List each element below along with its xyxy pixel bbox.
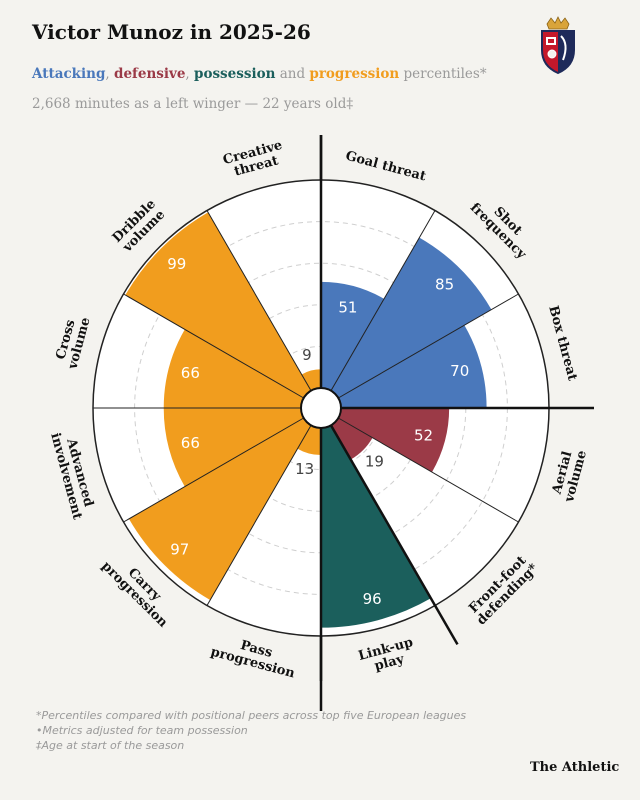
- subtitle-tail: percentiles*: [399, 66, 487, 82]
- bar-carry-progression: [128, 418, 311, 601]
- value-label: 52: [414, 426, 433, 444]
- footnote: *Percentiles compared with positional pe…: [36, 709, 467, 722]
- value-label: 66: [181, 364, 200, 382]
- legend-possession: possession: [194, 66, 276, 82]
- value-label: 19: [365, 452, 384, 470]
- brand-logo: The Athletic: [530, 760, 620, 775]
- bar-link-up-play: [321, 425, 431, 628]
- subtitle-separator: ,: [105, 66, 115, 82]
- value-label: 96: [363, 590, 382, 608]
- bar-cross-volume: [163, 329, 304, 408]
- footnotes: *Percentiles compared with positional pe…: [36, 708, 466, 753]
- value-label: 70: [450, 362, 469, 380]
- legend-defensive: defensive: [114, 66, 186, 82]
- segment-divider: [123, 417, 304, 523]
- subtitle-separator: ,: [185, 66, 195, 82]
- bar-pass-progression: [297, 425, 321, 456]
- bar-goal-threat: [321, 281, 385, 391]
- chart-title: Victor Munoz in 2025-26: [32, 20, 311, 44]
- footnote: •Metrics adjusted for team possession: [36, 724, 248, 737]
- bar-front-foot-defending: [331, 418, 373, 460]
- value-label: 97: [170, 540, 189, 558]
- group-divider: [329, 424, 459, 646]
- value-label: 51: [338, 298, 357, 316]
- bar-shot-frequency: [331, 237, 492, 398]
- subtitle-and: and: [275, 66, 310, 82]
- segment-divider: [338, 293, 519, 399]
- segment-divider: [330, 210, 436, 391]
- category-label: Box threat: [545, 304, 579, 382]
- value-label: 99: [167, 255, 186, 273]
- bar-box-threat: [338, 325, 487, 408]
- category-label: Goal threat: [344, 149, 428, 185]
- bar-aerial-volume: [338, 408, 450, 473]
- chart-subtitle: Attacking, defensive, possession and pro…: [32, 66, 487, 82]
- bar-advanced-involvement: [163, 408, 304, 487]
- value-label: 9: [302, 346, 312, 364]
- player-meta: 2,668 minutes as a left winger — 22 year…: [32, 96, 354, 112]
- value-label: 85: [435, 275, 454, 293]
- segment-divider: [206, 210, 312, 391]
- segment-divider: [338, 417, 519, 523]
- bar-dribble-volume: [125, 212, 312, 398]
- value-label: 66: [181, 434, 200, 452]
- category-label-line: Goal threat: [344, 149, 428, 185]
- value-label: 13: [295, 460, 314, 478]
- category-label-line: Box threat: [545, 304, 579, 382]
- segment-divider: [206, 425, 312, 606]
- bar-creative-threat: [301, 369, 321, 391]
- segment-divider: [123, 293, 304, 399]
- osasuna-crest-icon: [541, 16, 575, 75]
- footnote: ‡Age at start of the season: [36, 739, 185, 752]
- legend-progression: progression: [309, 66, 400, 82]
- legend-attacking: Attacking: [32, 66, 106, 82]
- center-hub: [300, 387, 342, 429]
